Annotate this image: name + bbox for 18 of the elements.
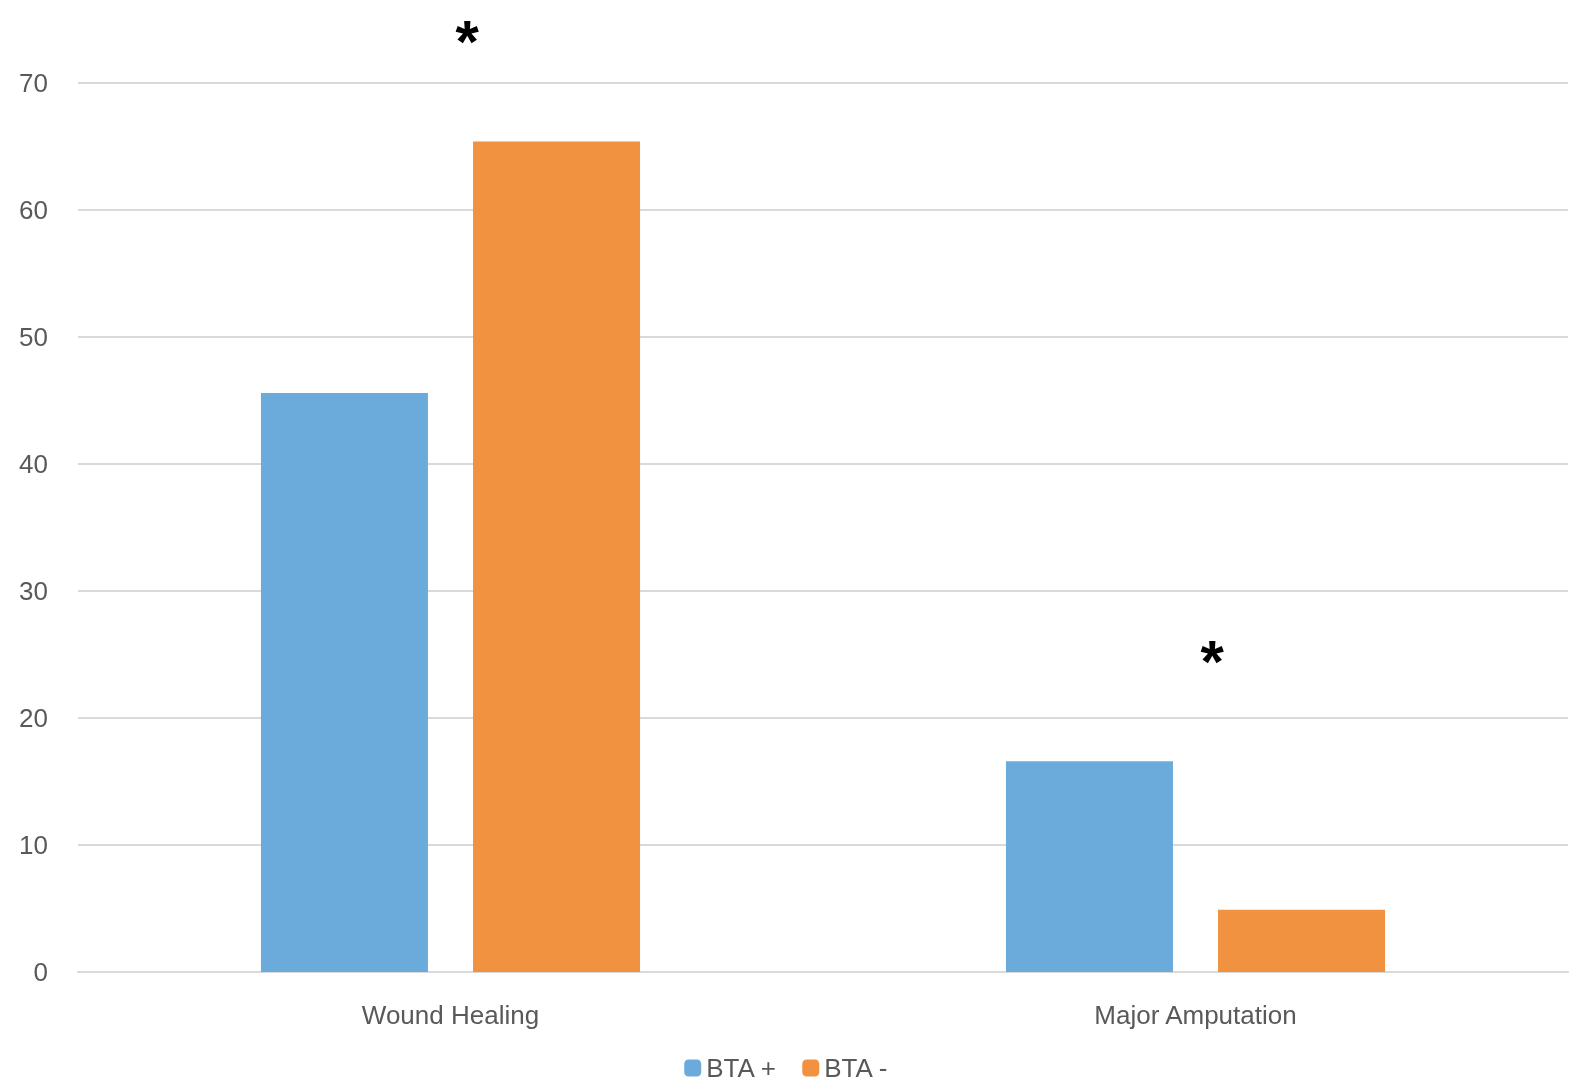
legend-label: BTA - bbox=[824, 1053, 888, 1083]
y-tick-label: 30 bbox=[19, 576, 48, 606]
bar bbox=[1218, 909, 1386, 972]
x-tick-label: Major Amputation bbox=[1094, 1000, 1297, 1030]
x-tick-label: Wound Healing bbox=[361, 1000, 540, 1030]
text: * bbox=[455, 7, 480, 75]
y-tick-label: 40 bbox=[19, 449, 48, 479]
y-tick-label: 10 bbox=[19, 830, 48, 860]
bar bbox=[1005, 761, 1173, 972]
y-tick-label: 50 bbox=[19, 322, 48, 352]
y-tick-label: 20 bbox=[19, 703, 48, 733]
annotation: * bbox=[1200, 627, 1225, 695]
y-tick-label: 70 bbox=[19, 68, 48, 98]
bar bbox=[260, 392, 428, 972]
legend-label: BTA + bbox=[706, 1053, 776, 1083]
y-tick-label: 60 bbox=[19, 195, 48, 225]
bar bbox=[473, 141, 641, 972]
y-tick-label: 0 bbox=[33, 957, 48, 987]
